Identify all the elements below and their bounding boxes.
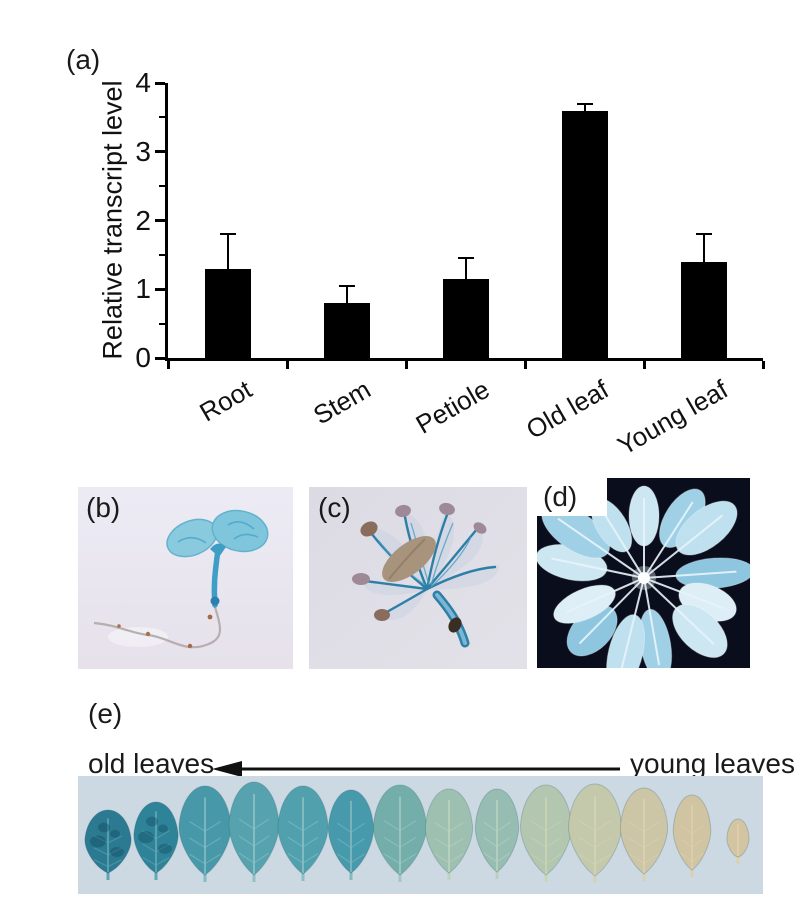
x-category-label: Stem (307, 374, 376, 431)
y-tick-label: 2 (135, 204, 151, 236)
bar-chart: 0 1 2 3 4 Root Stem Petiole Old leaf Young leaf (135, 69, 765, 461)
seedling-root (93, 606, 221, 649)
panel-a-label: (a) (66, 44, 101, 75)
panel-e-label: (e) (88, 698, 123, 729)
x-tick (762, 361, 765, 369)
leaf-10 (520, 784, 572, 882)
left-arrow-icon (212, 761, 620, 777)
x-category-label: Old leaf (520, 374, 614, 445)
bar-root (204, 268, 251, 358)
y-tick (155, 287, 165, 291)
error-bar-cap (338, 284, 355, 287)
bar-young-leaf (680, 261, 727, 358)
panel-b-label: (b) (86, 492, 121, 523)
x-category-label: Petiole (410, 374, 495, 440)
error-bar-cap (695, 233, 712, 236)
flower-photo (309, 487, 527, 669)
error-bar (702, 234, 705, 262)
error-bar (583, 103, 586, 111)
leaf-2 (133, 801, 179, 880)
x-tick (167, 361, 170, 369)
rosette-photo (537, 478, 750, 668)
y-tick-label: 0 (135, 342, 151, 373)
leaf-9 (474, 788, 520, 879)
leaf-12 (619, 787, 669, 881)
x-tick (643, 361, 646, 369)
leaf-5 (277, 785, 329, 881)
leaf-3 (178, 785, 232, 882)
leaf-7 (373, 784, 427, 882)
leaf-8 (424, 788, 474, 880)
leaf-4 (228, 781, 280, 882)
x-tick (405, 361, 408, 369)
x-category-label: Young leaf (611, 374, 733, 461)
error-bar (345, 285, 348, 303)
y-tick-label: 4 (135, 67, 151, 98)
x-tick (524, 361, 527, 369)
y-tick-label: 3 (135, 135, 151, 167)
panel-d-label-box: (d) (537, 478, 607, 516)
leaf-1 (84, 809, 132, 880)
y-tick (155, 356, 165, 360)
bar-stem (323, 303, 370, 358)
y-minor-tick (159, 185, 165, 188)
x-category-label: Root (193, 374, 257, 428)
young-leaves-label: young leaves (630, 748, 796, 779)
y-minor-tick (159, 322, 165, 325)
error-bar (226, 234, 229, 269)
flower-anthers (352, 502, 487, 621)
y-minor-tick (159, 116, 165, 119)
error-bar-cap (576, 102, 593, 105)
leaf-13 (672, 794, 712, 877)
y-tick (155, 219, 165, 222)
error-bar-cap (457, 257, 474, 260)
error-bar (464, 258, 467, 279)
old-leaves-label: old leaves (88, 748, 215, 779)
seedling-photo (78, 487, 293, 669)
panel-c-label: (c) (318, 492, 351, 523)
y-tick (155, 81, 165, 85)
x-tick (286, 361, 289, 369)
panel-d-label: (d) (543, 481, 578, 512)
error-bar-cap (219, 233, 236, 236)
seedling-cotyledons (166, 509, 269, 558)
leaf-14 (726, 818, 750, 864)
leaf-11 (568, 783, 622, 883)
leaf-series (84, 781, 750, 883)
leaf-6 (327, 789, 375, 880)
y-tick-label: 1 (135, 273, 151, 305)
y-tick (155, 150, 165, 154)
bar-petiole (442, 278, 489, 358)
bar-old-leaf (561, 110, 608, 358)
y-minor-tick (159, 253, 165, 256)
flower-pedicel (432, 590, 470, 648)
leaf-series-strip (78, 776, 763, 894)
